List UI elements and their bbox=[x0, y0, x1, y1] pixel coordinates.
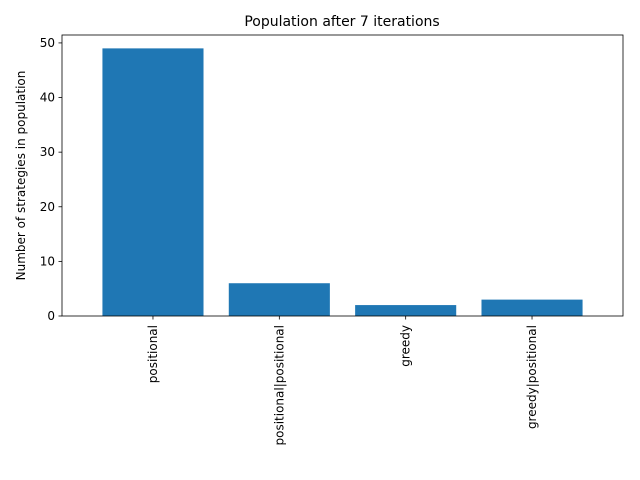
x-tick-label-2: greedy bbox=[399, 325, 413, 367]
x-tick-label-3: greedy|positional bbox=[525, 325, 539, 429]
bar-0 bbox=[102, 48, 204, 316]
y-axis-label: Number of strategies in population bbox=[14, 71, 28, 281]
y-tick-label-3: 30 bbox=[40, 145, 55, 159]
y-tick-label-5: 50 bbox=[40, 36, 55, 50]
y-tick-label-2: 20 bbox=[40, 200, 55, 214]
y-tick-label-0: 0 bbox=[47, 309, 55, 323]
bar-3 bbox=[481, 299, 583, 316]
chart-title: Population after 7 iterations bbox=[244, 14, 439, 30]
y-tick-label-1: 10 bbox=[40, 254, 55, 268]
x-tick-label-0: positional bbox=[146, 325, 160, 383]
x-axis-ticks: positional positional|positional greedy gre… bbox=[146, 316, 539, 445]
bar-1 bbox=[228, 283, 330, 316]
plot-frame bbox=[61, 34, 624, 317]
y-axis-ticks: 0 10 20 30 40 50 bbox=[40, 36, 62, 323]
x-tick-label-1: positional|positional bbox=[272, 325, 286, 445]
bar-2 bbox=[355, 305, 457, 316]
y-tick-label-4: 40 bbox=[40, 91, 55, 105]
bars-group bbox=[102, 48, 583, 316]
